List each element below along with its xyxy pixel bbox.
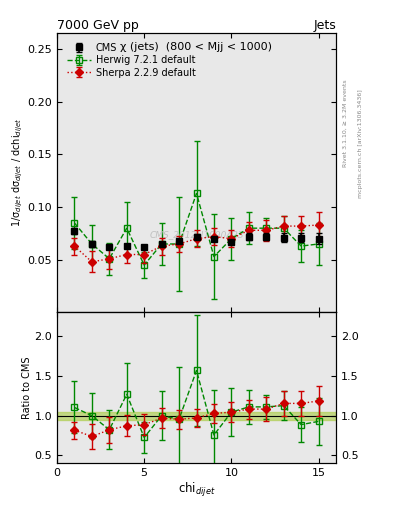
Text: 7000 GeV pp: 7000 GeV pp: [57, 19, 139, 32]
Text: CMS_2012_I1090423: CMS_2012_I1090423: [149, 230, 244, 239]
Text: χ (jets)  (800 < Mjj < 1000): χ (jets) (800 < Mjj < 1000): [121, 41, 272, 52]
Text: Jets: Jets: [313, 19, 336, 32]
Text: Rivet 3.1.10, ≥ 3.2M events: Rivet 3.1.10, ≥ 3.2M events: [343, 79, 348, 167]
X-axis label: chi$_{dijet}$: chi$_{dijet}$: [178, 481, 215, 499]
Text: mcplots.cern.ch [arXiv:1306.3436]: mcplots.cern.ch [arXiv:1306.3436]: [358, 89, 363, 198]
Legend: CMS, Herwig 7.2.1 default, Sherpa 2.2.9 default: CMS, Herwig 7.2.1 default, Sherpa 2.2.9 …: [64, 41, 198, 80]
Bar: [57, 412, 336, 420]
Y-axis label: 1/σ$_{dijet}$ dσ$_{dijet}$ / dchi$_{dijet}$: 1/σ$_{dijet}$ dσ$_{dijet}$ / dchi$_{dije…: [10, 118, 25, 227]
Y-axis label: Ratio to CMS: Ratio to CMS: [22, 357, 31, 419]
